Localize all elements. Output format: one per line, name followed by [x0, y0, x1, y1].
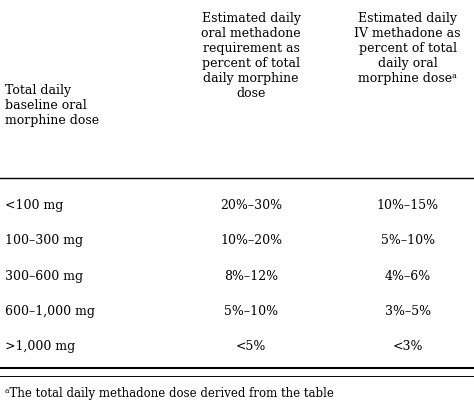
Text: 100–300 mg: 100–300 mg [5, 234, 83, 247]
Text: Estimated daily
oral methadone
requirement as
percent of total
daily morphine
do: Estimated daily oral methadone requireme… [201, 12, 301, 100]
Text: 5%–10%: 5%–10% [381, 234, 435, 247]
Text: 20%–30%: 20%–30% [220, 198, 283, 211]
Text: <3%: <3% [392, 340, 423, 352]
Text: 3%–5%: 3%–5% [384, 304, 431, 317]
Text: 300–600 mg: 300–600 mg [5, 269, 83, 282]
Text: 4%–6%: 4%–6% [384, 269, 431, 282]
Text: >1,000 mg: >1,000 mg [5, 340, 75, 352]
Text: <100 mg: <100 mg [5, 198, 63, 211]
Text: 600–1,000 mg: 600–1,000 mg [5, 304, 95, 317]
Text: <5%: <5% [236, 340, 266, 352]
Text: Estimated daily
IV methadone as
percent of total
daily oral
morphine doseᵃ: Estimated daily IV methadone as percent … [355, 12, 461, 85]
Text: 10%–15%: 10%–15% [376, 198, 439, 211]
Text: Total daily
baseline oral
morphine dose: Total daily baseline oral morphine dose [5, 84, 99, 127]
Text: 8%–12%: 8%–12% [224, 269, 278, 282]
Text: 10%–20%: 10%–20% [220, 234, 283, 247]
Text: 5%–10%: 5%–10% [224, 304, 278, 317]
Text: ᵃThe total daily methadone dose derived from the table
may then be divided to re: ᵃThe total daily methadone dose derived … [5, 386, 363, 401]
